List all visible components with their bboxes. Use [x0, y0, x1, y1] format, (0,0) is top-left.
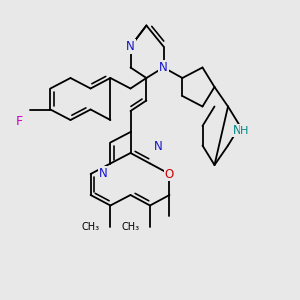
Text: O: O — [165, 167, 174, 181]
Text: CH₃: CH₃ — [122, 222, 140, 233]
Text: F: F — [16, 115, 23, 128]
Text: H: H — [240, 125, 248, 136]
Text: N: N — [126, 40, 135, 53]
Text: CH₃: CH₃ — [82, 222, 100, 233]
Text: N: N — [154, 140, 163, 154]
Text: N: N — [159, 61, 168, 74]
Text: N: N — [99, 167, 108, 180]
Text: N: N — [232, 124, 241, 137]
